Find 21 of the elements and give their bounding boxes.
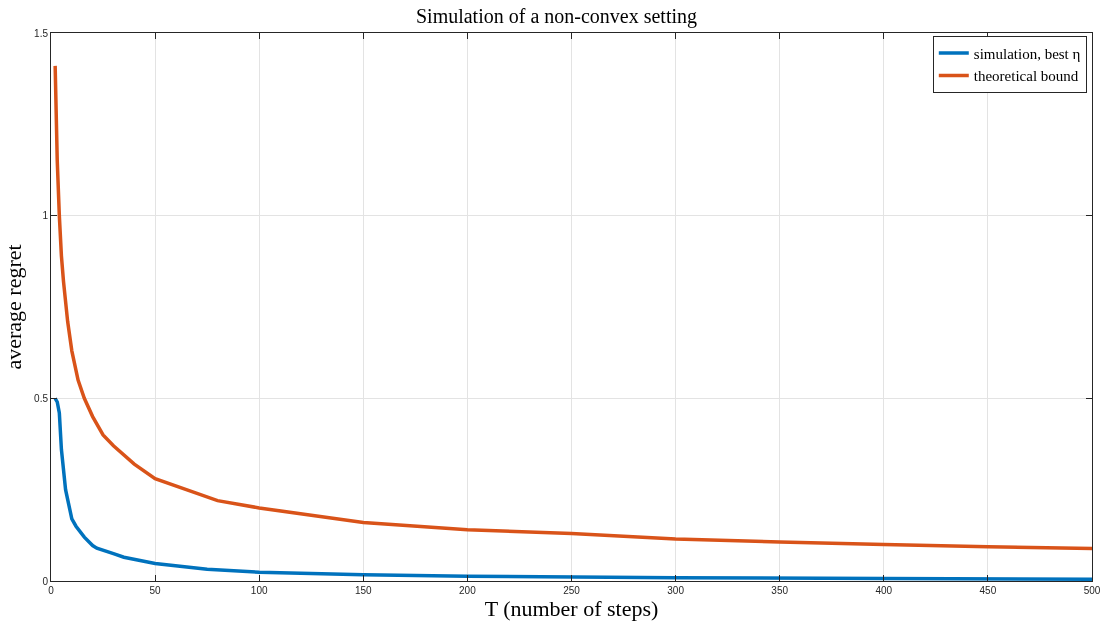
x-axis-title: T (number of steps)	[484, 596, 659, 621]
y-axis-title: average regret	[0, 244, 26, 370]
x-tick-label: 50	[149, 585, 162, 596]
x-tick-label: 400	[875, 585, 893, 596]
x-tick-label: 200	[459, 585, 477, 596]
y-tick-label: 1	[42, 210, 49, 222]
x-tick-label: 500	[1083, 585, 1101, 596]
y-tick-label: 0.5	[34, 392, 49, 404]
x-tick-label: 250	[563, 585, 581, 596]
x-tick-label: 300	[667, 585, 685, 596]
x-tick-label: 450	[979, 585, 997, 596]
x-tick-label: 150	[354, 585, 373, 596]
y-tick-label: 0	[42, 575, 49, 587]
y-tick-label: 1.5	[34, 27, 49, 39]
x-tick-label: 100	[250, 585, 268, 596]
chart-title: Simulation of a non-convex setting	[415, 5, 698, 29]
legend-label: theoretical bound	[973, 68, 1079, 85]
line-series	[53, 396, 1092, 581]
legend-label: simulation, best η	[973, 45, 1081, 62]
x-tick-label: 350	[771, 585, 789, 596]
line-series	[53, 64, 1092, 551]
